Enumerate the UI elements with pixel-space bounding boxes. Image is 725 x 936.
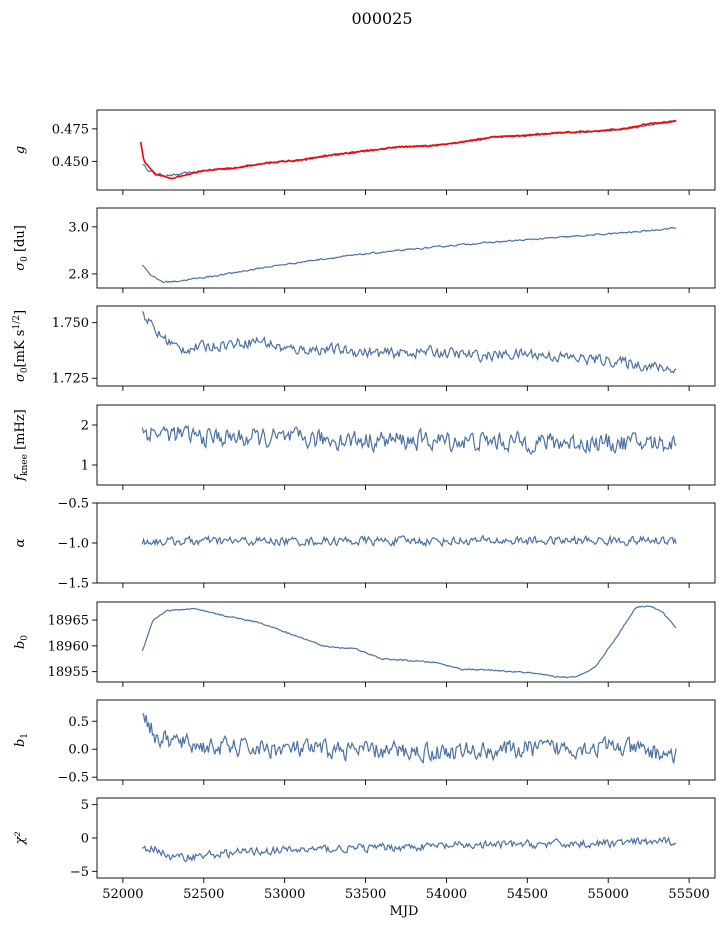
series-line (142, 119, 677, 177)
y-tick-label: 18955 (48, 665, 89, 680)
panel-8: −5 0 5 52000 52500 53000 53500 54000 54500 55000 5… (13, 797, 716, 919)
axes-frame (96, 305, 716, 387)
figure-title: 000025 (351, 9, 412, 28)
axes-frame (96, 699, 716, 781)
series-line (141, 226, 677, 284)
y-axis-label: α (13, 538, 28, 547)
axes-frame (96, 601, 716, 683)
y-axis-label: fknee [mHz] (13, 409, 30, 482)
y-axis-label: b0 (13, 635, 30, 649)
x-tick-label: 53500 (345, 887, 386, 902)
panels: 0.450 0.475 g 2.8 3.0 σ0 [du] 1.725 1.750 σ0[mK … (12, 109, 716, 919)
y-axis-label: χ² (13, 831, 28, 845)
axes-frame (96, 797, 716, 879)
series-line (142, 836, 677, 863)
y-tick-label: 2 (81, 419, 89, 434)
y-tick-label: 0.475 (52, 122, 89, 137)
panel-4: 1 2 fknee [mHz] (13, 404, 716, 490)
y-tick-label: 0 (81, 832, 89, 847)
panel-6: 18955 18960 18965 b0 (13, 601, 716, 687)
y-axis-label: σ0[mK s1/2] (12, 310, 30, 382)
panel-7: −0.5 0.0 0.5 b1 (13, 699, 716, 786)
fit-line (139, 119, 677, 180)
panel-5: −1.5 −1.0 −0.5 α (13, 497, 716, 592)
y-tick-label: 3.0 (68, 220, 89, 235)
series-line (141, 534, 677, 548)
x-tick-label: 53000 (264, 887, 305, 902)
y-axis-label: σ0 [du] (13, 225, 30, 271)
y-tick-label: 0.450 (52, 155, 89, 170)
y-tick-label: −5 (70, 865, 89, 880)
x-axis-label: MJD (390, 904, 419, 919)
axes-frame (96, 207, 716, 289)
x-tick-label: 54000 (426, 887, 467, 902)
x-tick-label: 55500 (668, 887, 709, 902)
series-line (141, 424, 677, 456)
y-tick-label: 5 (81, 798, 89, 813)
panel-1: 0.450 0.475 g (13, 109, 716, 195)
y-tick-label: 0.5 (68, 715, 89, 730)
y-tick-label: −0.5 (57, 497, 89, 512)
y-axis-label: g (13, 146, 28, 154)
x-tick-label: 52500 (183, 887, 224, 902)
y-tick-label: 18965 (48, 614, 89, 629)
y-tick-label: −1.5 (57, 577, 89, 592)
y-axis-label: b1 (13, 733, 30, 747)
x-tick-label: 52000 (102, 887, 143, 902)
x-tick-label: 54500 (507, 887, 548, 902)
y-tick-label: 0.0 (68, 743, 89, 758)
panel-3: 1.725 1.750 σ0[mK s1/2] (12, 305, 716, 391)
y-tick-label: −1.0 (57, 537, 89, 552)
y-tick-label: 1 (81, 459, 89, 474)
y-tick-label: 2.8 (68, 267, 89, 282)
panel-2: 2.8 3.0 σ0 [du] (13, 207, 716, 293)
series-line (141, 605, 677, 679)
axes-frame (96, 404, 716, 486)
axes-frame (96, 502, 716, 584)
y-tick-label: 1.750 (52, 316, 89, 331)
series-line (142, 713, 677, 764)
axes-frame (96, 109, 716, 191)
y-tick-label: 1.725 (52, 372, 89, 387)
x-tick-label: 55000 (588, 887, 629, 902)
series-line (141, 311, 677, 374)
y-tick-label: 18960 (48, 639, 89, 654)
y-tick-label: −0.5 (57, 771, 89, 786)
